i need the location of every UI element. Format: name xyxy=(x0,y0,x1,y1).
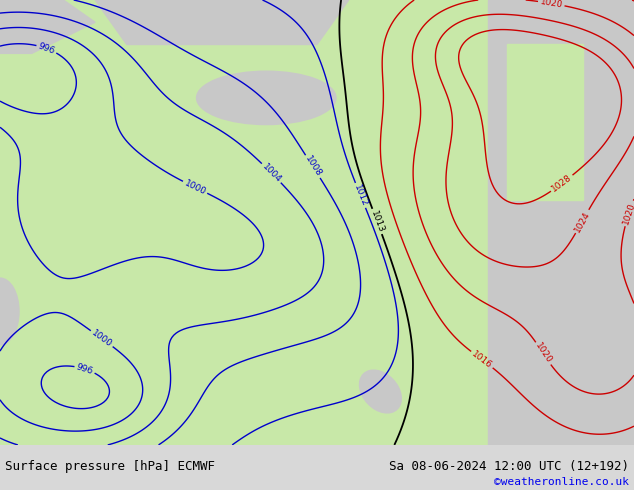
Text: 1020: 1020 xyxy=(540,0,564,10)
Ellipse shape xyxy=(359,370,401,413)
Text: 1004: 1004 xyxy=(260,162,283,184)
Polygon shape xyxy=(488,0,634,445)
Text: 996: 996 xyxy=(37,41,56,56)
Text: 1020: 1020 xyxy=(533,342,553,366)
Text: 1000: 1000 xyxy=(183,178,207,196)
Text: 1000: 1000 xyxy=(90,328,113,349)
Text: 1028: 1028 xyxy=(550,173,574,194)
Text: 996: 996 xyxy=(75,362,94,376)
Polygon shape xyxy=(507,45,583,200)
Text: 1008: 1008 xyxy=(303,154,323,179)
Polygon shape xyxy=(0,0,95,53)
Ellipse shape xyxy=(197,71,336,124)
Text: ©weatheronline.co.uk: ©weatheronline.co.uk xyxy=(494,477,629,487)
Text: 1024: 1024 xyxy=(573,209,592,234)
Text: Surface pressure [hPa] ECMWF: Surface pressure [hPa] ECMWF xyxy=(5,460,215,473)
Text: Sa 08-06-2024 12:00 UTC (12+192): Sa 08-06-2024 12:00 UTC (12+192) xyxy=(389,460,629,473)
Text: 1016: 1016 xyxy=(470,349,494,370)
Text: 1020: 1020 xyxy=(621,201,634,225)
Ellipse shape xyxy=(0,278,19,345)
Text: 1013: 1013 xyxy=(369,209,385,234)
Polygon shape xyxy=(95,0,349,45)
Text: 1012: 1012 xyxy=(352,183,369,208)
